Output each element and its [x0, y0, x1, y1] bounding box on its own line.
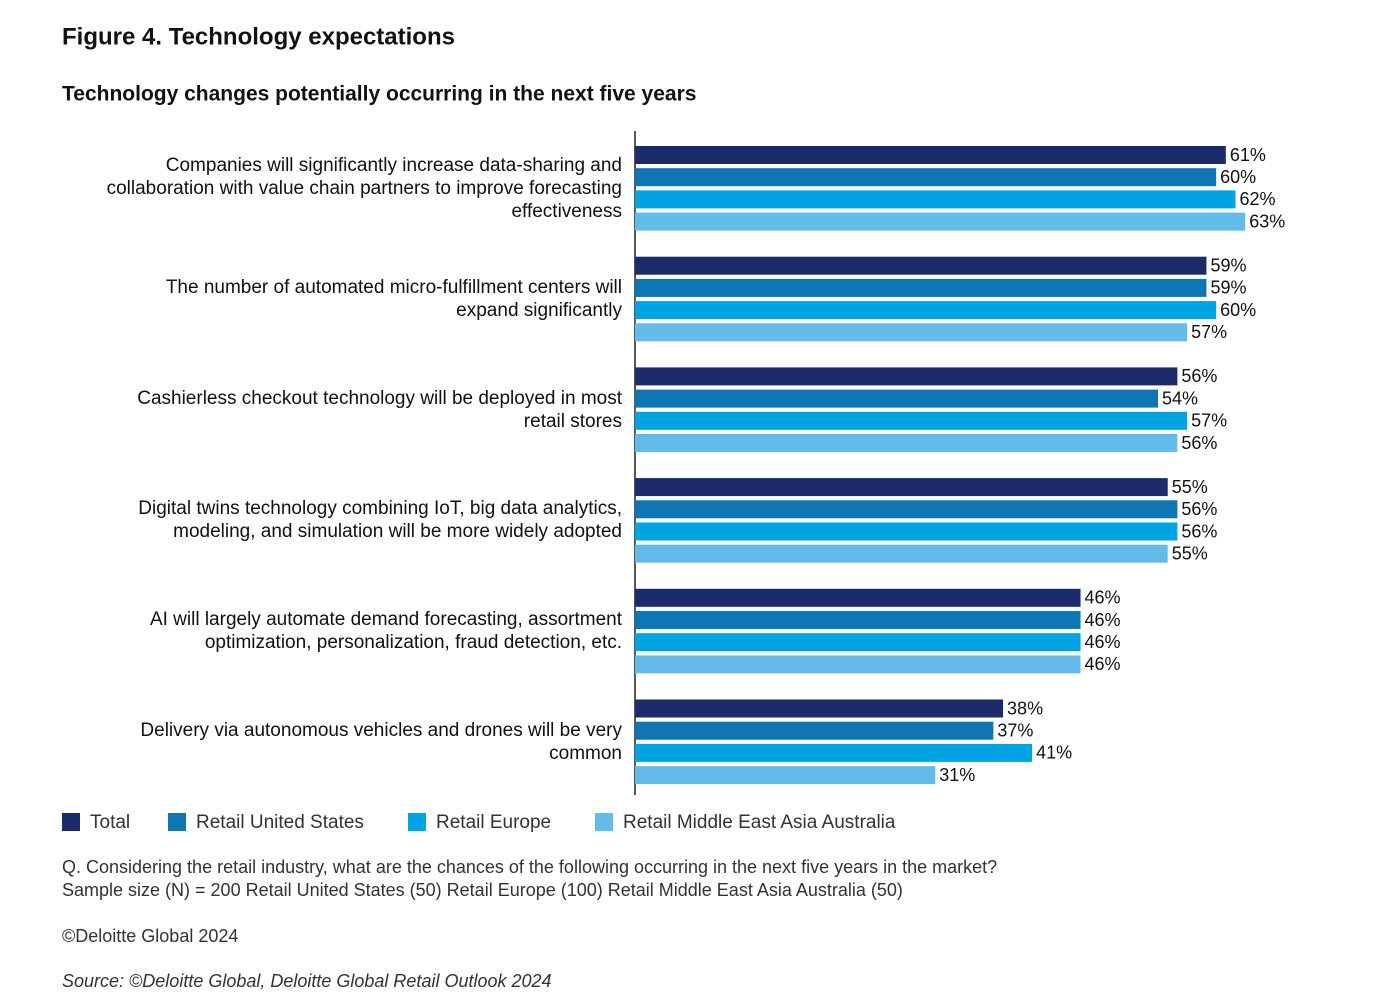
- chart-title: Figure 4. Technology expectations: [62, 23, 455, 50]
- footnote: Sample size (N) = 200 Retail United Stat…: [62, 880, 903, 900]
- value-label: 59%: [1210, 278, 1246, 298]
- legend-label: Total: [90, 812, 130, 833]
- footnote: ©Deloitte Global 2024: [62, 926, 239, 946]
- source: Source: ©Deloitte Global, Deloitte Globa…: [62, 971, 552, 991]
- bar: [635, 721, 994, 740]
- category-label: Companies will significantly increase da…: [106, 154, 622, 222]
- bar: [635, 743, 1033, 762]
- bar: [635, 278, 1207, 297]
- legend-label: Retail Middle East Asia Australia: [623, 812, 896, 833]
- bar: [635, 588, 1081, 607]
- bar: [635, 478, 1168, 497]
- value-label: 37%: [997, 720, 1033, 740]
- value-label: 62%: [1240, 189, 1276, 209]
- value-label: 38%: [1007, 698, 1043, 718]
- category-label: Delivery via autonomous vehicles and dro…: [140, 719, 622, 764]
- value-label: 55%: [1172, 477, 1208, 497]
- bar: [635, 544, 1168, 563]
- bar: [635, 323, 1188, 342]
- category-label: The number of automated micro-fulfillmen…: [165, 276, 622, 321]
- value-label: 31%: [939, 765, 975, 785]
- value-label: 46%: [1085, 588, 1121, 608]
- value-label: 46%: [1085, 610, 1121, 630]
- legend-swatch: [595, 813, 613, 831]
- legend-swatch: [62, 813, 80, 831]
- legend-label: Retail Europe: [436, 812, 551, 833]
- bar: [635, 301, 1217, 320]
- value-label: 46%: [1085, 654, 1121, 674]
- bar: [635, 168, 1217, 187]
- category-label: Cashierless checkout technology will be …: [137, 387, 622, 432]
- chart-subtitle: Technology changes potentially occurring…: [62, 83, 696, 106]
- legend-swatch: [168, 813, 186, 831]
- bar: [635, 699, 1004, 718]
- bar: [635, 212, 1246, 231]
- value-label: 56%: [1181, 521, 1217, 541]
- bar: [635, 633, 1081, 652]
- bar: [635, 146, 1226, 164]
- value-label: 59%: [1210, 255, 1246, 275]
- value-label: 56%: [1181, 433, 1217, 453]
- bar: [635, 190, 1236, 209]
- value-label: 57%: [1191, 322, 1227, 342]
- category-label: AI will largely automate demand forecast…: [149, 609, 622, 654]
- bar: [635, 411, 1188, 430]
- value-label: 56%: [1181, 499, 1217, 519]
- bar: [635, 434, 1178, 452]
- value-label: 60%: [1220, 167, 1256, 187]
- bar: [635, 367, 1178, 386]
- value-label: 41%: [1036, 743, 1072, 763]
- value-label: 54%: [1162, 388, 1198, 408]
- legend-swatch: [408, 813, 426, 831]
- footnote: Q. Considering the retail industry, what…: [62, 857, 998, 877]
- bar: [635, 766, 936, 785]
- bar: [635, 655, 1081, 674]
- bar: [635, 522, 1178, 541]
- value-label: 56%: [1181, 366, 1217, 386]
- legend-label: Retail United States: [196, 812, 364, 833]
- value-label: 46%: [1085, 632, 1121, 652]
- bar: [635, 256, 1207, 275]
- value-label: 60%: [1220, 300, 1256, 320]
- category-label: Digital twins technology combining IoT, …: [138, 498, 622, 543]
- bar: [635, 389, 1159, 408]
- bar: [635, 500, 1178, 519]
- value-label: 63%: [1249, 211, 1285, 231]
- bar: [635, 611, 1081, 629]
- value-label: 57%: [1191, 411, 1227, 431]
- value-label: 55%: [1172, 543, 1208, 563]
- value-label: 61%: [1230, 145, 1266, 165]
